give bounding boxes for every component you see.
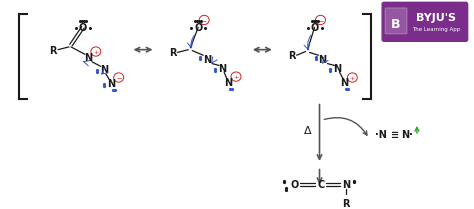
FancyBboxPatch shape <box>385 8 407 34</box>
Text: −: − <box>201 18 207 23</box>
Text: N: N <box>218 64 226 74</box>
Text: N: N <box>100 65 108 75</box>
Text: O: O <box>194 23 202 33</box>
Text: N: N <box>333 64 341 74</box>
Text: B: B <box>392 18 401 31</box>
Text: ·N: ·N <box>375 130 387 140</box>
Text: C: C <box>318 180 325 190</box>
Text: +: + <box>350 75 355 80</box>
Text: N: N <box>319 55 327 65</box>
Text: N: N <box>340 78 348 88</box>
Text: Δ: Δ <box>304 126 311 135</box>
Text: BYJU'S: BYJU'S <box>416 13 456 23</box>
Text: N: N <box>224 78 232 88</box>
Text: −: − <box>116 75 121 80</box>
Text: R: R <box>288 51 295 61</box>
Text: R: R <box>169 48 176 59</box>
Text: ≡: ≡ <box>391 130 399 140</box>
Text: O: O <box>291 180 299 190</box>
Text: +: + <box>93 50 99 55</box>
Text: The Learning App: The Learning App <box>412 27 460 32</box>
Text: N: N <box>107 79 115 89</box>
Text: R: R <box>343 199 350 209</box>
Text: R: R <box>49 46 57 56</box>
Text: N: N <box>84 53 92 63</box>
Text: −: − <box>318 18 323 23</box>
Text: O: O <box>79 23 87 33</box>
Text: N: N <box>342 180 350 190</box>
Text: N: N <box>203 55 211 65</box>
Text: +: + <box>233 75 238 80</box>
Text: N·: N· <box>401 130 413 140</box>
Text: O: O <box>310 23 319 33</box>
FancyBboxPatch shape <box>382 2 468 41</box>
